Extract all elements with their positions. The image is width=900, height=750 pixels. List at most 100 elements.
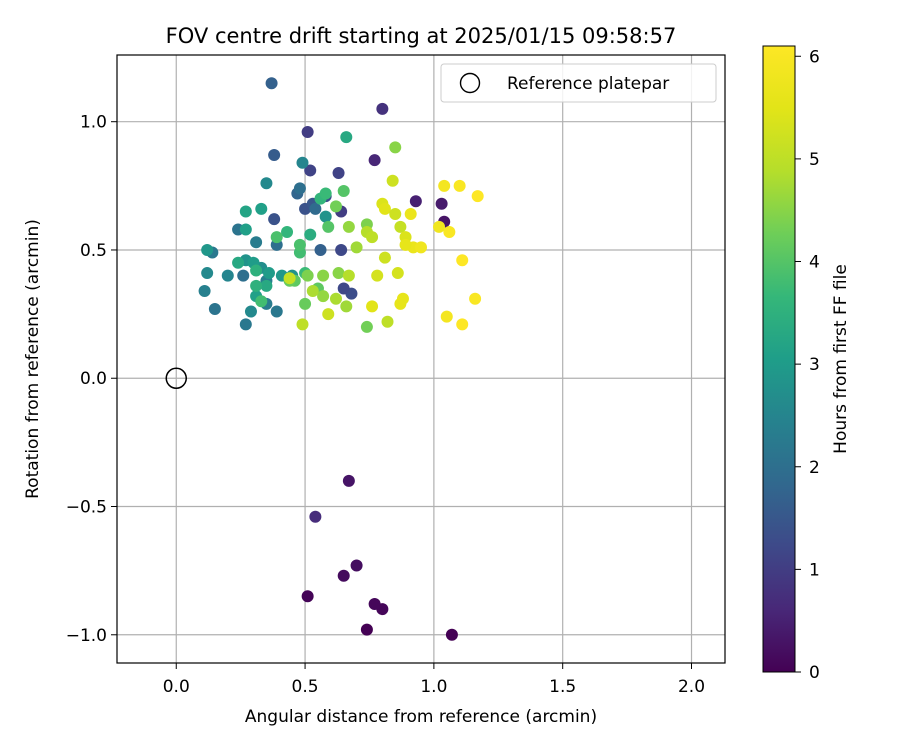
data-point: [469, 292, 482, 305]
data-point: [293, 238, 306, 251]
data-point: [306, 285, 319, 298]
data-point: [239, 205, 252, 218]
data-point: [404, 208, 417, 221]
data-point: [301, 269, 314, 282]
data-point: [366, 300, 379, 313]
data-point: [329, 200, 342, 213]
data-point: [237, 269, 250, 282]
data-point: [443, 226, 456, 239]
data-point: [368, 597, 381, 610]
colorbar: [762, 45, 796, 673]
data-point: [263, 267, 275, 280]
y-tick-label: −1.0: [66, 626, 107, 646]
data-point: [301, 125, 314, 138]
data-point: [389, 141, 402, 154]
y-tick-label: 0.5: [80, 241, 107, 261]
data-point: [260, 177, 273, 190]
plot-area: [116, 54, 726, 664]
data-point: [322, 308, 335, 321]
x-axis-label: Angular distance from reference (arcmin): [245, 707, 597, 727]
data-point: [340, 131, 353, 144]
data-point: [304, 164, 317, 177]
data-point: [319, 187, 332, 200]
x-tick-label: 1.0: [420, 677, 447, 697]
data-point: [391, 267, 404, 280]
legend-marker-icon: [459, 72, 481, 94]
data-point: [309, 202, 322, 215]
colorbar-tick-label: 3: [809, 355, 820, 375]
data-point: [201, 243, 214, 256]
data-point: [293, 182, 306, 195]
reference-point-marker: [165, 367, 188, 389]
data-point: [368, 154, 381, 167]
colorbar-tick-label: 2: [809, 458, 820, 478]
data-point: [342, 474, 355, 487]
x-tick-label: 0.0: [163, 677, 190, 697]
reference-layer: [165, 367, 188, 389]
colorbar-label: Hours from first FF file: [831, 264, 851, 454]
data-point: [239, 223, 252, 236]
x-tick-label: 2.0: [678, 677, 705, 697]
grid-lines: [117, 55, 725, 663]
data-point: [453, 179, 466, 192]
y-axis-label: Rotation from reference (arcmin): [23, 219, 43, 499]
data-point: [250, 279, 263, 292]
data-point: [319, 210, 332, 223]
data-point: [360, 320, 373, 333]
y-tick-label: 1.0: [80, 113, 107, 133]
data-point: [268, 149, 281, 162]
data-point: [270, 305, 283, 318]
colorbar-tick-label: 4: [809, 253, 820, 273]
x-tick-label: 1.5: [549, 677, 576, 697]
data-point: [250, 264, 263, 277]
colorbar-tick-label: 1: [809, 560, 820, 580]
data-point: [201, 267, 214, 280]
y-tick-label: 0.0: [80, 369, 107, 389]
data-point: [378, 251, 391, 264]
data-points: [198, 77, 484, 641]
data-point: [332, 267, 345, 280]
data-point: [371, 269, 384, 282]
data-point: [283, 272, 296, 285]
chart-title: FOV centre drift starting at 2025/01/15 …: [166, 24, 677, 48]
data-point: [301, 590, 314, 603]
data-point: [394, 220, 407, 233]
data-point: [342, 269, 355, 282]
data-point: [314, 243, 327, 256]
data-point: [296, 318, 309, 331]
data-point: [378, 202, 391, 215]
data-point: [221, 269, 234, 282]
data-point: [337, 569, 350, 582]
data-point: [340, 300, 353, 313]
data-point: [296, 156, 309, 169]
data-point: [440, 310, 453, 323]
data-point: [265, 77, 278, 90]
data-point: [260, 279, 273, 292]
data-point: [433, 220, 446, 233]
data-point: [337, 282, 350, 295]
data-point: [386, 174, 399, 187]
data-point: [332, 167, 345, 180]
data-point: [435, 197, 448, 210]
data-point: [239, 318, 252, 331]
data-point: [399, 238, 412, 251]
data-point: [350, 241, 363, 254]
data-point: [232, 256, 245, 269]
data-point: [304, 228, 317, 241]
data-point: [250, 236, 263, 249]
data-point: [270, 231, 283, 244]
data-point: [335, 243, 348, 256]
legend: Reference platepar: [440, 63, 717, 103]
data-point: [409, 195, 422, 208]
legend-box: [440, 63, 717, 103]
data-point: [317, 290, 330, 303]
data-point: [445, 628, 458, 641]
data-point: [299, 297, 312, 310]
x-axis-ticks: 0.0 0.5 1.0 1.5 2.0: [163, 663, 705, 697]
data-point: [376, 102, 389, 115]
data-point: [244, 305, 257, 318]
data-point: [329, 292, 342, 305]
data-point: [415, 241, 427, 254]
data-point: [255, 295, 268, 308]
